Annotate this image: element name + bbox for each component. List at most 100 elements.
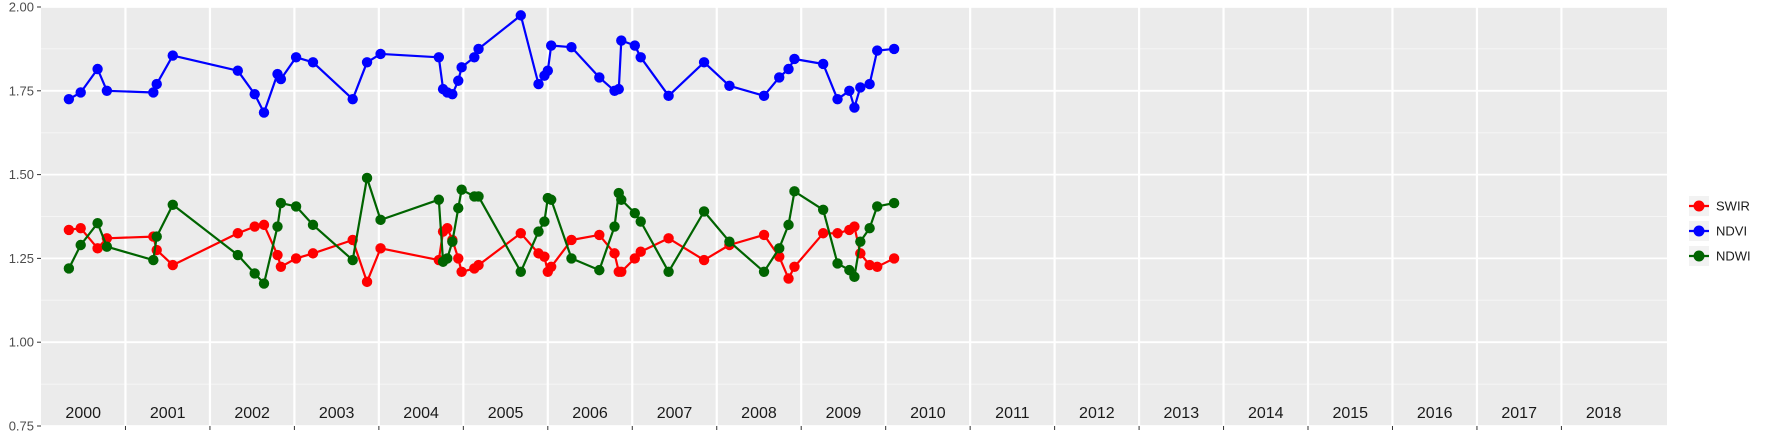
data-point-swir: [473, 259, 484, 271]
data-point-ndwi: [663, 266, 674, 278]
year-label: 2012: [1079, 405, 1115, 422]
data-point-ndvi: [456, 62, 467, 73]
data-point-ndwi: [635, 216, 646, 227]
data-point-ndvi: [542, 65, 554, 76]
legend-item-swir: SWIR: [1689, 196, 1750, 216]
data-point-ndvi: [249, 88, 260, 100]
year-labels: 2000 2001 2002 2003 2004 2005 2006 2007 2008 2009…: [65, 405, 1621, 422]
year-label: 2017: [1501, 405, 1537, 422]
data-point-ndvi: [613, 83, 624, 95]
data-point-swir: [75, 223, 86, 234]
data-point-ndvi: [258, 107, 270, 118]
data-point-ndwi: [361, 172, 373, 184]
data-point-ndvi: [545, 40, 557, 51]
data-point-ndwi: [148, 254, 159, 266]
data-point-ndwi: [453, 202, 464, 214]
legend-item-ndvi: NDVI: [1689, 221, 1747, 241]
data-point-swir: [545, 261, 557, 272]
data-point-swir: [151, 244, 162, 256]
data-point-ndwi: [515, 266, 526, 278]
data-point-swir: [258, 219, 270, 231]
data-point-ndwi: [594, 264, 605, 276]
data-point-ndvi: [375, 48, 386, 60]
data-point-ndwi: [545, 194, 557, 205]
data-point-ndwi: [473, 191, 484, 202]
series-ndvi: [63, 10, 900, 118]
data-point-swir: [92, 243, 103, 254]
data-point-swir: [849, 221, 860, 232]
year-label: 2005: [488, 405, 524, 422]
data-point-swir: [442, 223, 453, 234]
data-point-ndvi: [515, 10, 526, 21]
data-point-ndvi: [275, 73, 287, 85]
year-label: 2016: [1417, 405, 1453, 422]
data-point-ndwi: [698, 206, 710, 217]
data-point-ndvi: [616, 35, 627, 46]
data-point-ndwi: [275, 197, 287, 209]
data-point-ndvi: [453, 75, 464, 86]
data-point-ndvi: [447, 88, 458, 100]
year-label: 2000: [65, 405, 101, 422]
data-point-swir: [453, 253, 464, 264]
data-point-ndvi: [698, 57, 710, 68]
data-point-swir: [616, 266, 627, 278]
data-point-ndwi: [258, 278, 270, 289]
legend-key-point: [1693, 200, 1705, 212]
data-point-ndvi: [566, 42, 577, 53]
data-point-ndvi: [290, 52, 302, 63]
year-label: 2015: [1332, 405, 1368, 422]
data-point-ndvi: [849, 102, 860, 113]
data-point-swir: [63, 224, 75, 236]
data-point-ndvi: [469, 52, 480, 63]
data-point-swir: [789, 261, 800, 272]
data-point-swir: [872, 261, 883, 272]
year-label: 2018: [1586, 405, 1622, 422]
data-point-ndvi: [473, 43, 484, 55]
data-point-ndvi: [151, 78, 162, 90]
data-point-ndwi: [101, 241, 113, 252]
data-point-ndwi: [290, 201, 302, 212]
year-label: 2009: [826, 405, 862, 422]
data-point-swir: [307, 248, 319, 259]
data-point-ndwi: [616, 194, 627, 205]
data-point-ndvi: [635, 52, 646, 63]
data-point-swir: [249, 221, 260, 232]
data-point-swir: [832, 228, 843, 239]
data-point-ndvi: [75, 87, 86, 98]
year-label: 2011: [995, 405, 1030, 422]
data-point-swir: [361, 276, 373, 288]
data-point-ndwi: [151, 231, 162, 242]
data-point-ndwi: [724, 236, 735, 247]
data-point-ndvi: [758, 90, 770, 102]
year-label: 2010: [910, 405, 946, 422]
data-point-ndwi: [783, 219, 794, 231]
data-point-swir: [635, 246, 646, 257]
data-point-ndwi: [629, 207, 641, 219]
data-point-ndvi: [629, 40, 641, 51]
data-point-ndwi: [774, 243, 785, 254]
data-point-ndvi: [832, 93, 843, 105]
legend-key-point: [1693, 225, 1705, 237]
data-point-ndwi: [855, 236, 866, 247]
data-point-ndvi: [864, 78, 875, 90]
data-point-ndwi: [232, 249, 244, 261]
data-point-ndwi: [92, 218, 103, 229]
data-point-ndvi: [167, 50, 178, 61]
legend-label-swir: SWIR: [1716, 199, 1750, 214]
legend-item-ndwi: NDWI: [1689, 246, 1751, 266]
data-point-swir: [272, 249, 283, 261]
data-point-swir: [167, 259, 178, 271]
data-point-ndwi: [789, 186, 800, 197]
data-point-swir: [663, 233, 674, 244]
series-line-ndwi: [67, 176, 895, 285]
data-point-ndwi: [307, 219, 319, 231]
data-point-ndvi: [307, 57, 319, 68]
y-tick-label: 1.50: [9, 167, 34, 182]
data-point-swir: [888, 253, 900, 264]
data-point-swir: [609, 248, 620, 259]
data-point-ndwi: [442, 253, 453, 264]
data-point-swir: [758, 229, 770, 241]
y-tick-label: 1.25: [9, 251, 34, 266]
data-point-ndwi: [864, 223, 875, 234]
data-point-swir: [566, 234, 577, 246]
